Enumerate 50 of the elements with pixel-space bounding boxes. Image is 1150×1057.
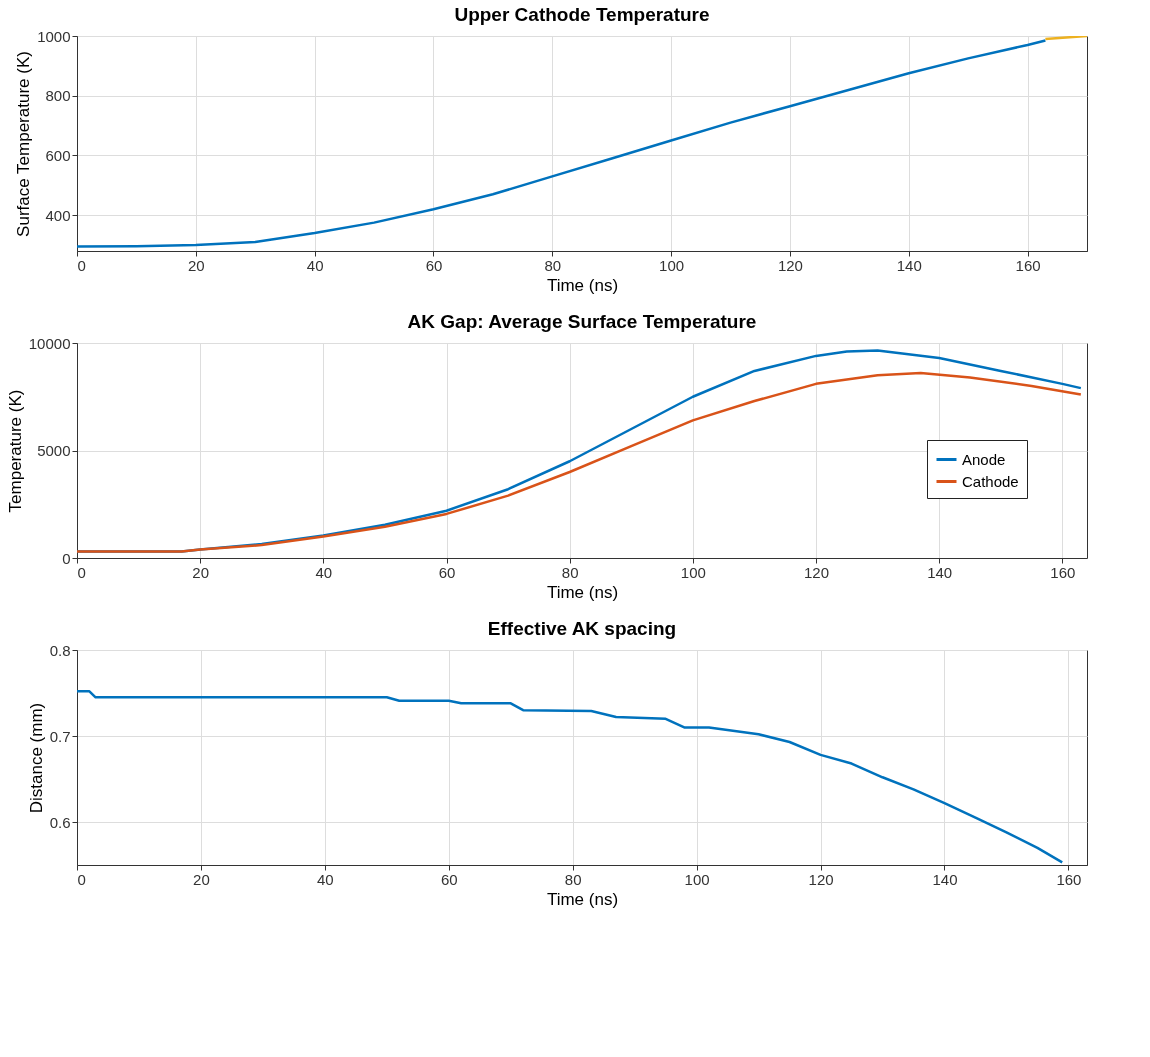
x-tick-label: 40 — [317, 870, 334, 888]
y-axis-title: Distance (mm) — [26, 702, 46, 814]
x-tick-label: 20 — [192, 563, 210, 581]
x-tick-label: 120 — [804, 563, 830, 581]
x-tick-label: 0 — [77, 256, 86, 274]
legend-label: Anode — [962, 450, 1006, 468]
chart-title: Effective AK spacing — [487, 618, 677, 639]
x-tick-label: 120 — [808, 870, 834, 888]
x-tick-label: 60 — [425, 256, 443, 274]
y-tick-label: 5000 — [37, 442, 71, 459]
x-axis-title: Time (ns) — [546, 275, 619, 295]
x-tick-label: 100 — [680, 563, 706, 581]
x-tick-label: 80 — [564, 870, 582, 888]
legend-label: Cathode — [962, 472, 1019, 490]
y-tick-label: 600 — [45, 146, 71, 164]
x-tick-label: 140 — [932, 870, 958, 888]
x-axis-title: Time (ns) — [546, 889, 619, 909]
y-tick-label: 10000 — [28, 334, 71, 352]
x-tick-label: 80 — [561, 563, 579, 581]
x-tick-label: 0 — [77, 563, 86, 581]
x-tick-label: 0 — [77, 870, 86, 888]
x-tick-label: 20 — [187, 256, 205, 274]
y-tick-label: 0.8 — [49, 641, 71, 659]
y-tick-label: 0.6 — [49, 813, 71, 831]
x-tick-label: 120 — [777, 256, 803, 274]
y-tick-label: 800 — [45, 87, 71, 105]
x-tick-label: 80 — [544, 256, 562, 274]
chart-title: AK Gap: Average Surface Temperature — [407, 311, 757, 332]
x-tick-label: 160 — [1015, 256, 1041, 274]
x-tick-label: 40 — [306, 256, 324, 274]
x-tick-label: 140 — [896, 256, 922, 274]
x-tick-label: 60 — [438, 563, 456, 581]
y-tick-label: 0 — [62, 549, 71, 567]
x-tick-label: 60 — [440, 870, 458, 888]
x-tick-label: 40 — [315, 563, 333, 581]
y-axis-title: Temperature (K) — [5, 389, 25, 513]
y-tick-label: 400 — [45, 206, 71, 224]
x-tick-label: 160 — [1056, 870, 1082, 888]
x-tick-label: 100 — [684, 870, 710, 888]
x-tick-label: 20 — [193, 870, 210, 888]
line-series — [77, 690, 1064, 864]
line-series — [77, 39, 1047, 248]
chart-title: Upper Cathode Temperature — [454, 4, 710, 25]
x-tick-label: 160 — [1050, 563, 1076, 581]
x-axis-title: Time (ns) — [546, 582, 619, 602]
y-axis-title: Surface Temperature (K) — [14, 51, 34, 237]
x-tick-label: 140 — [927, 563, 953, 581]
y-tick-label: 1000 — [37, 27, 71, 45]
y-tick-label: 0.7 — [49, 727, 71, 745]
x-tick-label: 100 — [659, 256, 685, 274]
